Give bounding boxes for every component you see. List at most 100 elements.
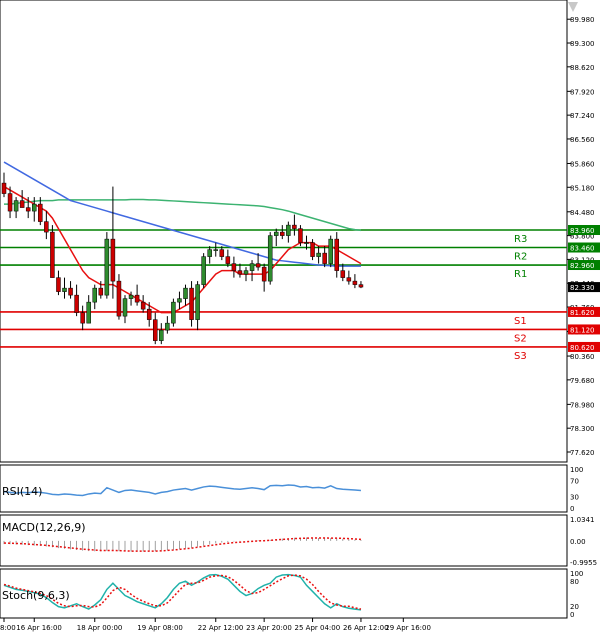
candle-down [110, 238, 116, 282]
xtick-label: 18 Apr 00:00 [77, 624, 123, 632]
candle-down [225, 256, 231, 264]
candle-down [7, 193, 13, 212]
candle-up [243, 270, 249, 275]
stoch-ytick-label: 0 [570, 611, 574, 619]
candle-down [292, 224, 297, 229]
xtick-label: 26 Apr 12:00 [343, 624, 389, 632]
main-ytick-label: 87.240 [570, 112, 595, 120]
candle-down [140, 301, 146, 310]
candle-up [32, 203, 37, 212]
level-price-label: 83.460 [570, 245, 595, 253]
candle-down [298, 228, 303, 243]
candle-down [237, 270, 243, 275]
candle-up [159, 329, 164, 341]
candle-up [249, 263, 255, 271]
macd-panel-frame [0, 514, 568, 567]
main-ytick-label: 89.980 [570, 16, 595, 24]
candle-down [189, 287, 194, 320]
candle-down [116, 280, 122, 317]
macd-ytick-label: 0.00 [570, 538, 586, 546]
rsi-ytick-label: 100 [570, 466, 583, 474]
level-price-label: 81.620 [570, 309, 595, 317]
candle-down [352, 280, 358, 285]
candle-down [310, 242, 315, 257]
candle-down [231, 263, 237, 271]
ma-slow-line [3, 161, 361, 267]
main-ytick-label: 89.300 [570, 40, 595, 48]
xtick-label: 23 Apr 20:00 [246, 624, 292, 632]
xtick-label: 29 Apr 16:00 [385, 624, 431, 632]
candle-down [50, 231, 55, 278]
candle-down [98, 287, 104, 296]
stoch-ytick-label: 80 [570, 578, 579, 586]
candle-up [122, 298, 128, 317]
level-price-tag [568, 324, 600, 335]
candle-up [13, 200, 19, 212]
level-price-tag [568, 225, 600, 235]
main-ytick-label: 77.620 [570, 449, 595, 457]
candle-down [44, 221, 49, 233]
level-label-r2: R2 [514, 252, 527, 263]
candle-up [201, 256, 206, 285]
level-price-label: 80.620 [570, 344, 595, 352]
level-label-r1: R1 [514, 269, 527, 280]
stoch-panel-frame [0, 568, 568, 619]
macd-ytick-label: 1.0341 [570, 516, 595, 524]
current-price-label: 82.330 [570, 284, 595, 292]
candle-down [346, 277, 352, 282]
rsi-line [3, 484, 361, 497]
stoch-title: Stoch(9,6,3) [2, 589, 70, 602]
candle-up [213, 249, 218, 251]
candle-down [19, 200, 25, 208]
rsi-ytick-label: 70 [570, 478, 579, 486]
candle-down [219, 249, 225, 257]
main-ytick-label: 78.980 [570, 401, 595, 409]
xtick-label: 8:00 [0, 624, 16, 632]
level-price-tag [568, 260, 600, 271]
candle-down [38, 203, 43, 222]
level-price-label: 83.960 [570, 227, 595, 235]
main-ytick-label: 79.680 [570, 377, 595, 385]
main-ytick-label: 78.300 [570, 425, 595, 433]
main-ytick-label: 85.180 [570, 184, 595, 192]
candle-down [80, 312, 85, 324]
candle-up [104, 238, 110, 296]
candle-up [171, 301, 176, 324]
main-panel-frame [0, 0, 568, 463]
dropdown-arrow-icon[interactable] [568, 2, 578, 12]
candle-up [128, 294, 134, 299]
candle-down [322, 252, 327, 264]
candle-up [316, 252, 321, 257]
candle-down [334, 238, 339, 271]
candle-up [207, 249, 212, 257]
candle-down [56, 277, 61, 292]
rsi-ytick-label: 30 [570, 493, 579, 501]
candle-up [183, 287, 188, 299]
level-label-s3: S3 [514, 351, 527, 362]
candle-down [1, 182, 7, 194]
level-price-tag [568, 242, 600, 253]
candle-up [165, 322, 170, 331]
main-ytick-label: 83.800 [570, 233, 595, 241]
candle-up [328, 238, 333, 264]
macd-title: MACD(12,26,9) [2, 521, 86, 534]
rsi-title: RSI(14) [2, 485, 42, 498]
stoch-ytick-label: 20 [570, 603, 579, 611]
main-ytick-label: 88.620 [570, 64, 595, 72]
rsi-panel-frame [0, 464, 568, 513]
level-price-tag [568, 341, 600, 352]
main-ytick-label: 80.360 [570, 353, 595, 361]
candle-up [304, 242, 309, 244]
main-ytick-label: 84.480 [570, 209, 595, 217]
candle-up [177, 298, 182, 303]
level-price-tag [568, 306, 600, 317]
candle-up [92, 287, 97, 303]
candle-up [267, 235, 273, 282]
candle-down [340, 270, 346, 278]
level-price-label: 81.120 [570, 326, 595, 334]
candle-down [255, 263, 261, 268]
candle-up [274, 231, 279, 236]
candle-down [68, 287, 73, 296]
xtick-label: 22 Apr 12:00 [198, 624, 244, 632]
